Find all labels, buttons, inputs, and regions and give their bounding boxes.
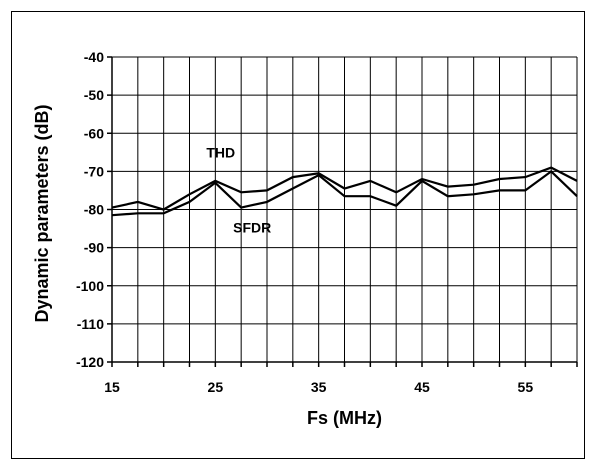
x-tick-label-0: 15 <box>104 379 120 395</box>
x-tick-label-3: 45 <box>414 379 430 395</box>
x-tick-label-1: 25 <box>208 379 224 395</box>
y-tick-label-2: -60 <box>84 125 104 141</box>
y-tick-label-8: -120 <box>76 354 104 370</box>
chart-frame <box>11 11 585 459</box>
y-tick-label-1: -50 <box>84 87 104 103</box>
x-tick-label-2: 35 <box>311 379 327 395</box>
grid <box>111 56 578 363</box>
y-tick-label-4: -80 <box>84 202 104 218</box>
annotation-thd: THD <box>206 144 235 160</box>
series-lines <box>111 166 578 217</box>
y-tick-label-7: -110 <box>77 316 104 332</box>
y-axis-title: Dynamic parameters (dB) <box>32 104 52 322</box>
axes <box>107 56 578 367</box>
x-axis-title: Fs (MHz) <box>307 408 382 428</box>
y-tick-label-5: -90 <box>84 240 104 256</box>
y-tick-label-0: -40 <box>84 49 104 65</box>
series-line-thd <box>111 166 578 211</box>
annotation-sfdr: SFDR <box>233 220 271 236</box>
y-tick-label-6: -100 <box>76 278 104 294</box>
x-tick-label-4: 55 <box>518 379 534 395</box>
y-tick-label-3: -70 <box>84 163 104 179</box>
series-line-sfdr <box>111 169 578 217</box>
